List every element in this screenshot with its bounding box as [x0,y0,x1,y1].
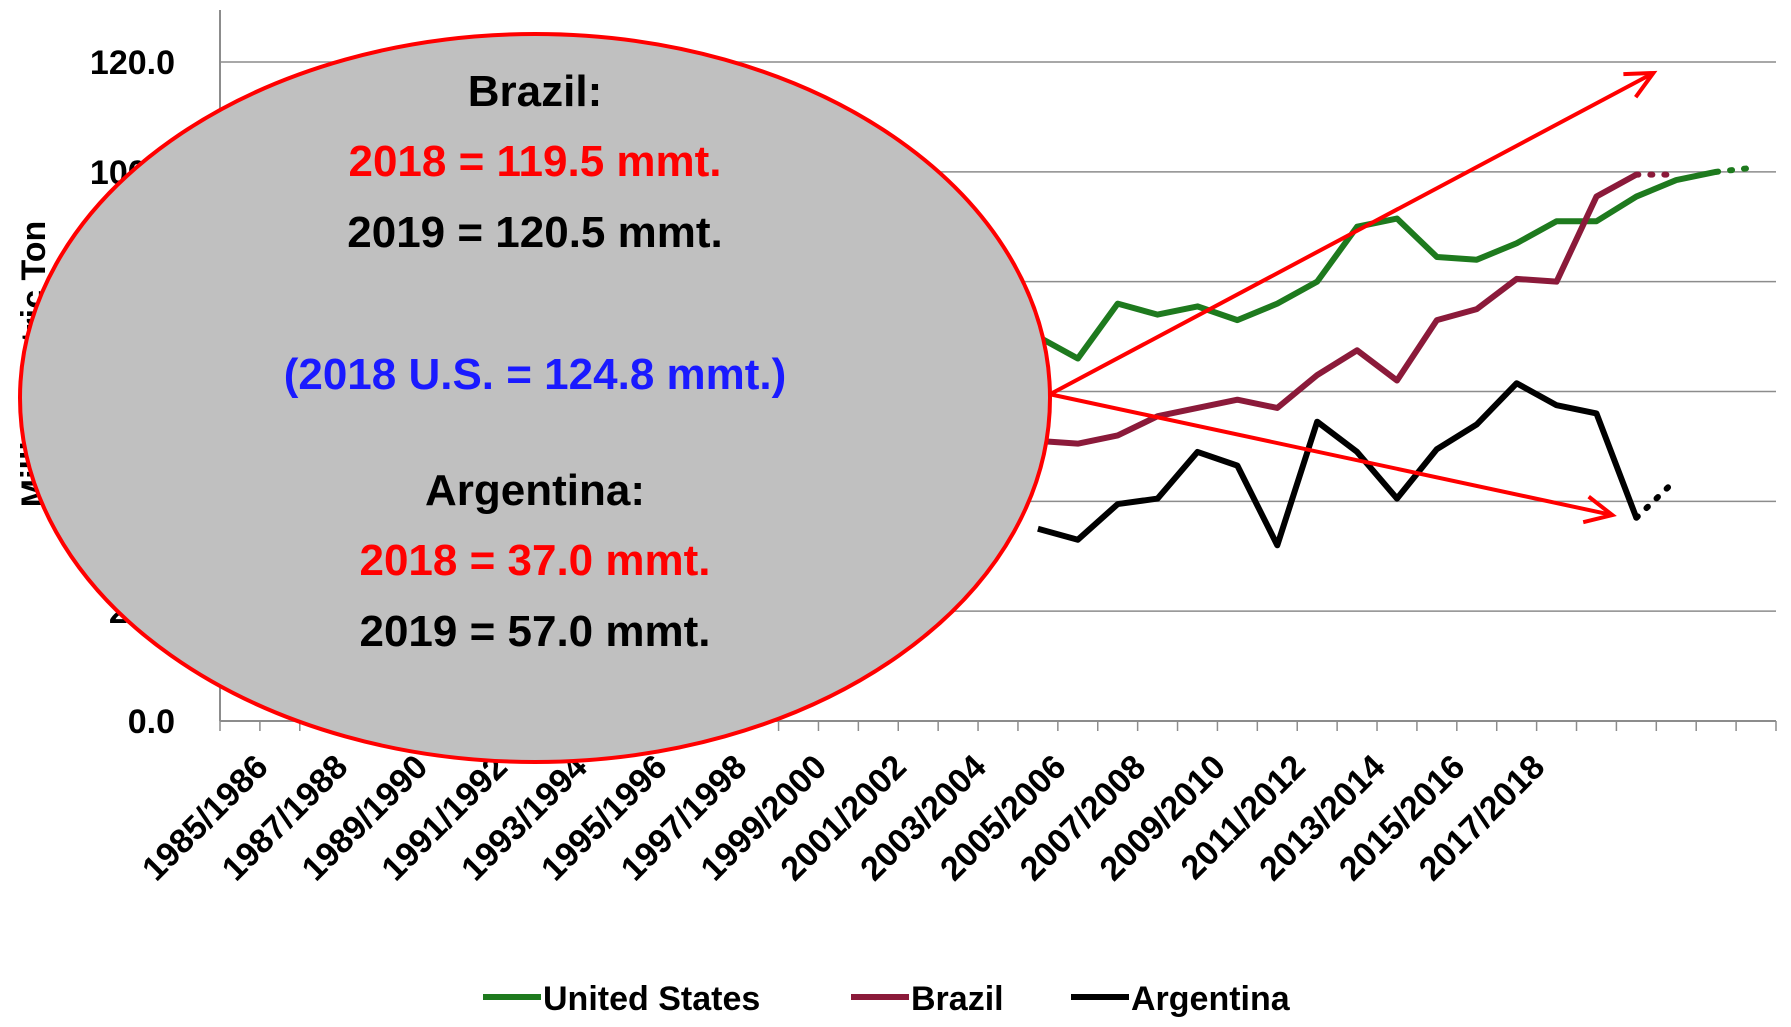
argentina-2019: 2019 = 57.0 mmt. [359,607,710,656]
argentina-2018: 2018 = 37.0 mmt. [359,536,710,585]
legend: United States Brazil Argentina [483,980,1291,1018]
argentina-projection [1633,476,1680,521]
argentina-line [1037,380,1640,549]
brazil-heading: Brazil: [468,67,602,116]
legend-label-united-states: United States [543,980,760,1018]
legend-label-brazil: Brazil [911,980,1004,1018]
united-states-line [1036,168,1717,362]
y-tick-label: 120.0 [90,44,175,82]
argentina-arrow-head [1582,495,1617,525]
legend-label-argentina: Argentina [1131,980,1291,1018]
x-axis-ticks: 1985/19861987/19881989/19901991/19921993… [135,748,1552,889]
callout: Brazil: 2018 = 119.5 mmt. 2019 = 120.5 m… [18,32,1052,764]
brazil-arrow-head [1623,70,1658,99]
us-2018: (2018 U.S. = 124.8 mmt.) [284,350,787,399]
brazil-line [1037,171,1638,447]
argentina-heading: Argentina: [425,466,645,515]
brazil-2018: 2018 = 119.5 mmt. [348,137,721,186]
callout-ellipse [18,32,1052,764]
brazil-2019: 2019 = 120.5 mmt. [347,208,722,257]
y-tick-label: 0.0 [128,703,175,741]
series-lines [1036,164,1760,549]
brazil-arrow [1049,71,1655,397]
argentina-arrow [1049,392,1613,518]
callout-arrows [1049,70,1658,525]
